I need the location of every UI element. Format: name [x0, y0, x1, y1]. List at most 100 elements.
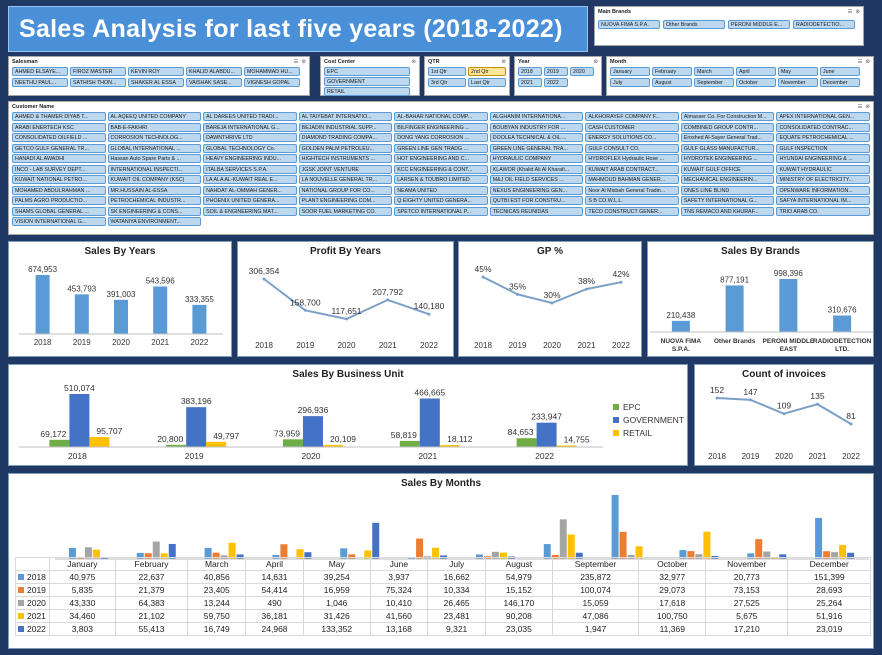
slicer-item[interactable]: GOVERNMENT [324, 77, 410, 86]
slicer-item[interactable]: HANADI AL AWADHI [12, 154, 106, 163]
slicer-item[interactable]: NEETHU PAUL... [12, 78, 68, 87]
slicer-item[interactable]: DONG YANG CORROSION ... [394, 133, 488, 142]
slicer-item[interactable]: TECNICAS REUNIDAS [489, 206, 584, 216]
slicer-item[interactable]: Almasser Co. For Construction M... [680, 112, 775, 121]
slicer-item[interactable]: ITALBA SERVICES S.P.A. [203, 164, 297, 174]
slicer-item[interactable]: TNS REMACO AND KHURAF... [680, 206, 775, 216]
slicer-item[interactable]: CONSOLIDATED CONTRAC... [776, 122, 870, 132]
slicer-item[interactable]: May [778, 67, 818, 76]
slicer-item[interactable]: PETROCHEMICAL INDUSTR... [107, 196, 202, 205]
slicer-item[interactable]: March [694, 67, 734, 76]
slicer-item[interactable]: October [736, 78, 776, 87]
slicer-item[interactable]: HYUNDAI ENGINEERING & ... [776, 154, 870, 163]
slicer-item[interactable]: ARABI ENERTECH KSC [12, 122, 106, 132]
slicer-item[interactable]: HYDRAULIC COMPANY [489, 154, 584, 163]
slicer-item[interactable]: PERONI MIDDLE E... [728, 20, 790, 29]
slicer-item[interactable]: June [820, 67, 860, 76]
slicer-item[interactable]: GOLDEN PALM PETROLEU... [298, 143, 393, 153]
slicer-item[interactable]: GULF GLASS MANUFACTUR... [680, 143, 775, 153]
slicer-item[interactable]: PALMS AGRO PRODUCTIO... [12, 196, 106, 205]
slicer-item[interactable]: GLOBAL INTERNATIONAL ... [107, 143, 202, 153]
slicer-item[interactable]: Hassan Auto Spare Parts & ... [107, 154, 202, 163]
slicer-item[interactable]: KCC ENGINEERING & CONT... [394, 164, 488, 174]
slicer-item[interactable]: GREEN LINE GENERAL TRA... [489, 143, 584, 153]
slicer-item[interactable]: Noor Al Misbah General Tradin... [585, 185, 679, 195]
slicer-item[interactable]: November [778, 78, 818, 87]
slicer-item[interactable]: DIAMOND TRADING COMPA... [298, 133, 393, 142]
slicer-item[interactable]: 1st Qtr [428, 67, 466, 76]
slicer-item[interactable]: KUWAIT ARAB CONTRACT... [585, 164, 679, 174]
slicer-item[interactable]: CORROSION TECHNOLOG... [107, 133, 202, 142]
slicer-item[interactable]: 2019 [544, 67, 568, 76]
slicer-item[interactable]: BAREJA INTERNATIONAL G... [203, 122, 297, 132]
slicer-item[interactable]: AL-BAHAR NATIONAL COMP... [394, 112, 488, 121]
slicer-item[interactable]: DOOLEA TECHNICAL & OIL ... [489, 133, 584, 142]
slicer-item[interactable]: MR.HUSSAIN AL-ESSA [107, 185, 202, 195]
multi-select-icon[interactable]: ☰ [857, 103, 863, 110]
slicer-item[interactable]: OPENWARE INFORMATION... [776, 185, 870, 195]
slicer-item[interactable]: KUWAIT OIL COMPANY (KSC) [107, 175, 202, 184]
clear-filter-icon[interactable]: ⊗ [411, 58, 416, 65]
slicer-item[interactable]: SAFETY INTERNATIONAL G... [680, 196, 775, 205]
slicer-item[interactable]: 2022 [544, 78, 568, 87]
slicer-item[interactable]: M&J OIL FIELD SERVICES ... [489, 175, 584, 184]
slicer-item[interactable]: TRIO ARAB CO. [776, 206, 870, 216]
slicer-item[interactable]: INTERNATIONAL INSPECTI... [107, 164, 202, 174]
slicer-item[interactable]: NEAMA UNITED [394, 185, 488, 195]
slicer-item[interactable]: AL TAIYEBAT INTERNATIO... [298, 112, 393, 121]
slicer-item[interactable]: 2nd Qtr [468, 67, 506, 76]
slicer-item[interactable]: January [610, 67, 650, 76]
slicer-item[interactable]: September [694, 78, 734, 87]
slicer-item[interactable]: MECHANICAL ENGINEERIN... [680, 175, 775, 184]
slicer-item[interactable]: BOUBYAN INDUSTRY FOR ... [489, 122, 584, 132]
slicer-item[interactable]: MINISTRY OF ELECTRICITY... [776, 175, 870, 184]
slicer-item[interactable]: RETAIL [324, 87, 410, 96]
slicer-item[interactable]: MAHMOUD BAHMAN GENER... [585, 175, 679, 184]
slicer-item[interactable]: SK ENGINEERING & CONS... [107, 206, 202, 216]
slicer-item[interactable]: AHMED ELSAYE... [12, 67, 68, 76]
slicer-item[interactable]: KUWAIT NATIONAL PETRO... [12, 175, 106, 184]
slicer-item[interactable]: PHOENIX UNITED GENERA... [203, 196, 297, 205]
slicer-item[interactable]: NATIONAL GROUP FOR CO... [298, 185, 393, 195]
slicer-item[interactable]: QUTBI EST FOR CONSTRU... [489, 196, 584, 205]
slicer-item[interactable]: April [736, 67, 776, 76]
slicer-item[interactable]: APEX INTERNATIONAL GEN... [776, 112, 870, 121]
slicer-item[interactable]: DAWNTHRIVE LTD [203, 133, 297, 142]
slicer-item[interactable]: August [652, 78, 692, 87]
slicer-item[interactable]: AL DAREES UNITED TRADI... [203, 112, 297, 121]
slicer-item[interactable]: EQUATE PETROCHEMICAL ... [776, 133, 870, 142]
slicer-item[interactable]: CASH CUSTOMER [585, 122, 679, 132]
clear-filter-icon[interactable]: ⊗ [855, 8, 860, 15]
slicer-item[interactable]: December [820, 78, 860, 87]
slicer-item[interactable]: HOT ENGINEERING AND C... [394, 154, 488, 163]
slicer-item[interactable]: ONES LINE BLIND [680, 185, 775, 195]
slicer-item[interactable]: PLANT ENGINEERING COM... [298, 196, 393, 205]
slicer-item[interactable]: 2020 [570, 67, 594, 76]
slicer-item[interactable]: Last Qtr [468, 78, 506, 87]
slicer-item[interactable]: Q EIGHTY UNITED GENERA... [394, 196, 488, 205]
slicer-item[interactable]: SPETCO INTERNATIONAL P... [394, 206, 488, 216]
slicer-item[interactable]: LA NOUVELLE GENERAL TR... [298, 175, 393, 184]
slicer-item[interactable]: CONSOLIDATED OILFIELD ... [12, 133, 106, 142]
slicer-item[interactable]: S B CO.W.L.L. [585, 196, 679, 205]
slicer-item[interactable]: SOOR FUEL MARKETING CO. [298, 206, 393, 216]
slicer-item[interactable]: GETCO GULF GENERAL TR... [12, 143, 106, 153]
slicer-item[interactable]: SAFYA INTERNATIONAL IM... [776, 196, 870, 205]
slicer-item[interactable]: VIGNESH GOPAL [244, 78, 300, 87]
slicer-item[interactable]: GLOBAL TECHNOLOGY Co. [203, 143, 297, 153]
clear-filter-icon[interactable]: ⊗ [301, 58, 306, 65]
slicer-item[interactable]: SHAKER AL ESSA [128, 78, 184, 87]
clear-filter-icon[interactable]: ⊗ [865, 103, 870, 110]
slicer-item[interactable]: NUOVA FIMA S.P.A. [598, 20, 660, 29]
clear-filter-icon[interactable]: ⊗ [501, 58, 506, 65]
multi-select-icon[interactable]: ☰ [293, 58, 299, 65]
slicer-item[interactable]: GULF CONSULT CO. [585, 143, 679, 153]
slicer-item[interactable]: AHMED & THAMER DIYAB T... [12, 112, 106, 121]
slicer-item[interactable]: ENERGY SOLUTIONS CO... [585, 133, 679, 142]
slicer-item[interactable]: WATANIYA ENVIRONMENT... [107, 217, 202, 226]
slicer-item[interactable]: AL AQEEQ UNITED COMPANY [107, 112, 202, 121]
clear-filter-icon[interactable]: ⊗ [865, 58, 870, 65]
slicer-item[interactable]: 2018 [518, 67, 542, 76]
slicer-item[interactable]: NEXUS ENGINEERING GEN... [489, 185, 584, 195]
slicer-item[interactable]: KHALID ALABDU... [186, 67, 242, 76]
